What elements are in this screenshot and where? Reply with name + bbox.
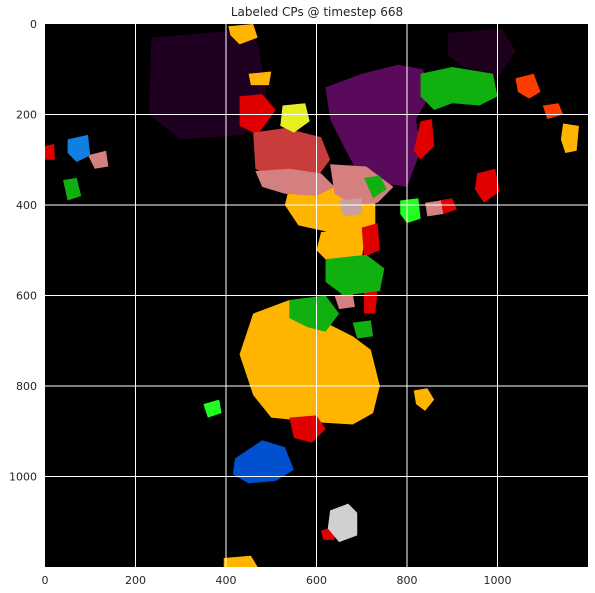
y-tick-label: 200	[16, 109, 37, 122]
region-purple-main	[325, 64, 432, 187]
region-bright-green-left	[203, 399, 222, 418]
region-green-mid	[325, 254, 385, 296]
x-tick-label: 200	[125, 574, 146, 587]
region-red-right-mid	[474, 168, 500, 203]
y-tick-label: 0	[30, 18, 37, 31]
region-green-right-small	[364, 175, 387, 199]
y-tick-label: 1000	[9, 471, 37, 484]
region-red-orange-far	[542, 103, 564, 120]
region-light-gray-bottom	[327, 503, 358, 543]
y-tick-label: 600	[16, 290, 37, 303]
region-orange-col	[316, 227, 367, 264]
y-ticks: 0 200 400 600 800 1000	[9, 18, 37, 484]
region-red-small-left	[45, 143, 55, 160]
region-blue-bottom	[232, 440, 294, 484]
region-green-lower-right	[352, 320, 374, 339]
region-green-left	[63, 177, 82, 201]
region-bright-green-right	[400, 198, 421, 224]
x-tick-label: 0	[42, 574, 49, 587]
y-tick-label: 400	[16, 199, 37, 212]
grid-lines	[45, 24, 588, 567]
region-red-mid-right	[364, 288, 378, 314]
region-pink	[255, 168, 335, 196]
region-red-col-right	[361, 223, 380, 258]
region-red-right-upper	[413, 119, 435, 160]
region-green-lower-mid	[289, 295, 340, 332]
region-pink-mid	[334, 293, 355, 310]
region-orange-large	[239, 300, 380, 425]
y-tick-label: 800	[16, 380, 37, 393]
region-orange-top	[228, 24, 258, 45]
region-yellow-green	[280, 103, 310, 133]
x-tick-label: 800	[397, 574, 418, 587]
region-orange-right	[560, 123, 579, 153]
region-pink-left	[87, 150, 109, 169]
x-tick-label: 1000	[484, 574, 512, 587]
region-red-small-right	[438, 198, 457, 215]
region-dark-purple-right	[447, 28, 516, 79]
chart-title: Labeled CPs @ timestep 668	[231, 5, 403, 19]
region-group	[45, 24, 579, 567]
region-salmon-red	[253, 128, 331, 183]
region-green-right-top	[420, 66, 498, 110]
x-tick-label: 600	[306, 574, 327, 587]
region-light-pink	[339, 198, 362, 217]
region-orange-right-small	[413, 388, 435, 411]
region-orange-small-top	[248, 71, 272, 86]
x-tick-label: 400	[216, 574, 237, 587]
region-pink-right-small	[425, 200, 444, 217]
region-dark-purple-top	[149, 30, 267, 140]
region-red-orange-right	[515, 73, 541, 99]
region-orange-bottom	[223, 555, 258, 567]
x-ticks: 0 200 400 600 800 1000	[42, 574, 512, 587]
region-blue-left	[67, 134, 91, 163]
